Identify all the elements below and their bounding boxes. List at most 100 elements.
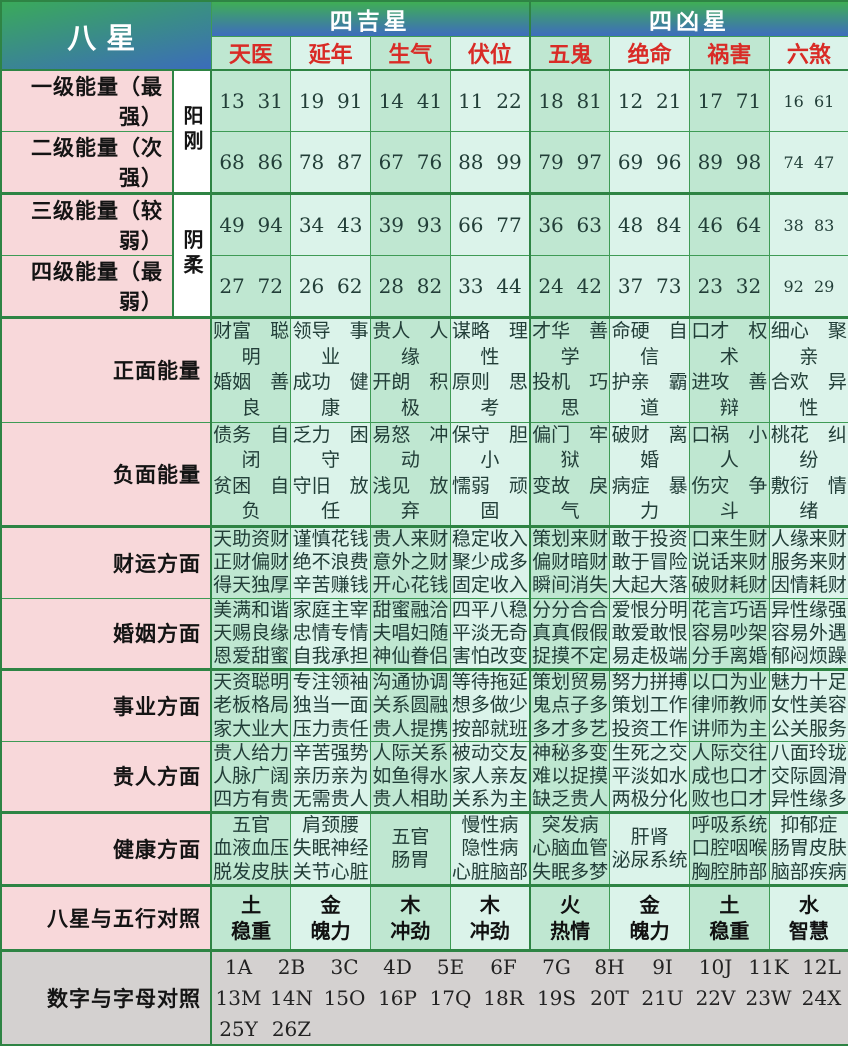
row-label: 四级能量（最弱） (0, 255, 174, 318)
wuxing-cell: 金 魄力 (609, 883, 691, 951)
energy-value-cell: 38 83 (768, 192, 848, 256)
star-header-yannian: 延年 (290, 36, 372, 71)
letter-pair: 11K (748, 954, 789, 979)
aspect-cell: 保守 胆小 懦弱 顽固 (449, 421, 531, 528)
table-title: 八星 (0, 0, 212, 71)
aspect-cell: 命硬 自信 护亲 霸道 (609, 316, 691, 423)
energy-value-cell: 18 81 (529, 69, 611, 132)
aspect-cell: 家庭主宰 忠情专情 自我承担 (290, 597, 372, 671)
energy-value-cell: 88 99 (449, 131, 531, 194)
aspect-cell: 专注领袖 独当一面 压力责任 (290, 668, 372, 742)
aspect-cell: 策划贸易 鬼点子多 多才多艺 (529, 668, 611, 742)
letter-pair: 18R (483, 985, 524, 1010)
aspect-cell: 八面玲珑 交际圆滑 异性缘多 (768, 740, 848, 814)
yang-label: 阳刚 (172, 69, 213, 194)
star-header-fuwei: 伏位 (449, 36, 531, 71)
energy-value-cell: 36 63 (529, 192, 611, 256)
aspect-cell: 稳定收入 聚少成多 固定收入 (449, 525, 531, 599)
letter-pair: 24X (801, 985, 842, 1010)
aspect-cell: 乏力 困守 守旧 放任 (290, 421, 372, 528)
letter-pair: 4D (383, 954, 412, 979)
aspect-cell: 债务 自闭 贫困 自负 (210, 421, 292, 528)
aspect-cell: 领导 事业 成功 健康 (290, 316, 372, 423)
letter-pair: 7G (542, 954, 571, 979)
aspect-cell: 贵人 人缘 开朗 积极 (370, 316, 451, 423)
energy-value-cell: 16 61 (768, 69, 848, 132)
aspect-cell: 人缘来财 服务来财 因情耗财 (768, 525, 848, 599)
energy-value-cell: 67 76 (370, 131, 451, 194)
energy-value-cell: 26 62 (290, 255, 372, 318)
aspect-cell: 易怒 冲动 浅见 放弃 (370, 421, 451, 528)
aspect-cell: 等待拖延 想多做少 按部就班 (449, 668, 531, 742)
energy-value-cell: 37 73 (609, 255, 691, 318)
energy-value-cell: 14 41 (370, 69, 451, 132)
row-label: 健康方面 (0, 811, 213, 886)
aspect-cell: 天助资财 正财偏财 得天独厚 (210, 525, 292, 599)
aspect-cell: 沟通协调 关系圆融 贵人提携 (370, 668, 451, 742)
letters-grid: 1A 2B 3C 4D 5E 6F 7G 8H 9I 10J 11K 12L 1… (212, 953, 848, 1044)
aspect-cell: 破财 离婚 病症 暴力 (609, 421, 691, 528)
aspect-cell: 被动交友 家人亲友 关系为主 (449, 740, 531, 814)
energy-value-cell: 34 43 (290, 192, 372, 256)
aspect-cell: 神秘多变 难以捉摸 缺乏贵人 (529, 740, 611, 814)
wuxing-cell: 土 稳重 (689, 883, 770, 951)
letters-grid-cell: 1A 2B 3C 4D 5E 6F 7G 8H 9I 10J 11K 12L 1… (210, 948, 848, 1046)
aspect-cell: 抑郁症 肠胃皮肤 脑部疾病 (768, 811, 848, 886)
wuxing-cell: 木 冲劲 (449, 883, 531, 951)
aspect-cell: 魅力十足 女性美容 公关服务 (768, 668, 848, 742)
letter-pair: 23W (745, 985, 792, 1010)
aspect-cell: 甜蜜融洽 夫唱妇随 神仙眷侣 (370, 597, 451, 671)
row-label: 负面能量 (0, 421, 213, 528)
letter-pair: 26Z (271, 1016, 312, 1041)
aspect-cell: 慢性病 隐性病 心脏脑部 (449, 811, 531, 886)
energy-value-cell: 12 21 (609, 69, 691, 132)
letter-pair: 9I (652, 954, 673, 979)
letter-pair: 2B (277, 954, 306, 979)
yin-label: 阴柔 (172, 192, 213, 318)
letter-pair: 3C (330, 954, 359, 979)
energy-value-cell: 24 42 (529, 255, 611, 318)
aspect-cell: 桃花 纠纷 敷衍 情绪 (768, 421, 848, 528)
star-header-jueming: 绝命 (609, 36, 691, 71)
energy-value-cell: 27 72 (210, 255, 292, 318)
energy-value-cell: 78 87 (290, 131, 372, 194)
aspect-cell: 策划来财 偏财暗财 瞬间消失 (529, 525, 611, 599)
aspect-cell: 口才 权术 进攻 善辩 (689, 316, 770, 423)
aspect-cell: 努力拼搏 策划工作 投资工作 (609, 668, 691, 742)
energy-value-cell: 68 86 (210, 131, 292, 194)
energy-value-cell: 66 77 (449, 192, 531, 256)
aspect-cell: 天资聪明 老板格局 家大业大 (210, 668, 292, 742)
letter-pair: 8H (594, 954, 625, 979)
letter-pair: 20T (590, 985, 629, 1010)
yin-label-text: 阴柔 (180, 228, 204, 279)
aspect-cell: 肩颈腰 失眠神经 关节心脏 (290, 811, 372, 886)
aspect-cell: 谨慎花钱 绝不浪费 辛苦赚钱 (290, 525, 372, 599)
energy-value-cell: 11 22 (449, 69, 531, 132)
row-label: 三级能量（较弱） (0, 192, 174, 256)
aspect-cell: 谋略 理性 原则 思考 (449, 316, 531, 423)
letter-pair: 10J (698, 954, 733, 979)
star-header-wugui: 五鬼 (529, 36, 611, 71)
aspect-cell: 人际关系 如鱼得水 贵人相助 (370, 740, 451, 814)
star-header-tianyi: 天医 (210, 36, 292, 71)
energy-value-cell: 69 96 (609, 131, 691, 194)
row-label: 正面能量 (0, 316, 213, 423)
energy-value-cell: 19 91 (290, 69, 372, 132)
energy-value-cell: 13 31 (210, 69, 292, 132)
energy-value-cell: 28 82 (370, 255, 451, 318)
letters-row-label: 数字与字母对照 (0, 948, 213, 1046)
row-label: 二级能量（次强） (0, 131, 174, 194)
aspect-cell: 肝肾 泌尿系统 (609, 811, 691, 886)
wuxing-cell: 火 热情 (529, 883, 611, 951)
wuxing-cell: 木 冲劲 (370, 883, 451, 951)
energy-value-cell: 89 98 (689, 131, 770, 194)
energy-value-cell: 79 97 (529, 131, 611, 194)
aspect-cell: 财富 聪明 婚姻 善良 (210, 316, 292, 423)
letter-pair: 15O (323, 985, 366, 1010)
aspect-cell: 敢于投资 敢于冒险 大起大落 (609, 525, 691, 599)
letter-pair: 1A (224, 954, 253, 979)
letter-pair: 6F (490, 954, 517, 979)
letter-pair: 14N (270, 985, 313, 1010)
auspicious-group-header: 四吉星 (210, 0, 531, 37)
